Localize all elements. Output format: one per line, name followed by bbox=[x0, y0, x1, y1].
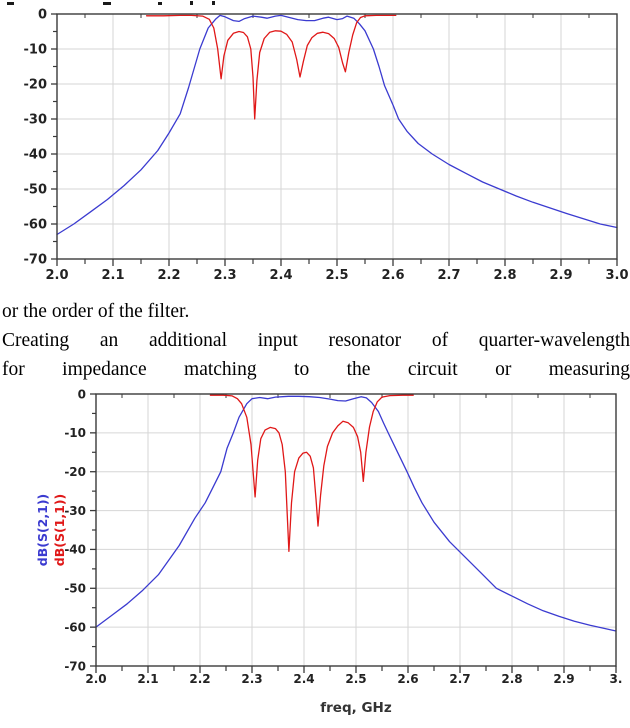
y-tick-label: -50 bbox=[64, 582, 86, 596]
x-tick-label: 2.9 bbox=[549, 268, 572, 283]
x-tick-label: 2.4 bbox=[293, 672, 314, 686]
glyph-fragment bbox=[103, 2, 111, 5]
y-tick-label: -60 bbox=[24, 218, 48, 233]
y-tick-label: 0 bbox=[38, 8, 47, 23]
x-tick-label: 2.5 bbox=[325, 268, 348, 283]
x-tick-label: 2.2 bbox=[189, 672, 210, 686]
y-tick-label: -60 bbox=[64, 620, 86, 634]
plot-border bbox=[56, 13, 618, 260]
x-tick-label: 2.2 bbox=[157, 268, 180, 283]
x-tick-label: 2.7 bbox=[437, 268, 460, 283]
clipped-text-remnant bbox=[0, 0, 630, 8]
x-tick-label: 3. bbox=[610, 672, 623, 686]
y-tick-label: -40 bbox=[64, 543, 86, 557]
y-tick-label: -10 bbox=[24, 43, 48, 58]
y-tick-label: -50 bbox=[24, 183, 48, 198]
x-tick-label: 2.0 bbox=[45, 268, 68, 283]
x-tick-label: 2.8 bbox=[493, 268, 516, 283]
x-tick-label: 2.8 bbox=[501, 672, 522, 686]
glyph-fragment bbox=[212, 1, 215, 5]
y-tick-label: -40 bbox=[24, 148, 48, 163]
y-tick-label: 0 bbox=[78, 387, 86, 401]
y-tick-label: -70 bbox=[24, 253, 48, 268]
x-tick-label: 2.6 bbox=[381, 268, 404, 283]
plot-border bbox=[95, 393, 617, 667]
top-chart: 2.0 2.1 2.2 2.3 2.4 2.5 2.6 2.7 2.8 2.9 3.0 0 -10 -20… bbox=[24, 8, 629, 283]
y-tick-label: -30 bbox=[64, 504, 86, 518]
x-axis-title: freq, GHz bbox=[320, 700, 392, 716]
body-text-line-1: or the order of the filter. bbox=[2, 301, 190, 322]
glyph-fragment bbox=[7, 2, 14, 5]
x-tick-label: 2.6 bbox=[397, 672, 418, 686]
x-tick-label: 2.1 bbox=[101, 268, 124, 283]
body-text: or the order of the filter. Creating an … bbox=[0, 292, 630, 384]
y-tick-label: -10 bbox=[64, 426, 86, 440]
x-tick-label: 2.4 bbox=[269, 268, 292, 283]
x-tick-label: 2.3 bbox=[213, 268, 236, 283]
x-tick-label: 2.7 bbox=[449, 672, 470, 686]
curve-dB(S(1,1)) bbox=[209, 394, 414, 553]
y-tick-label: -20 bbox=[24, 78, 48, 93]
y-tick-label: -30 bbox=[24, 113, 48, 128]
body-text-line-2: Creating an additional input resonator o… bbox=[2, 330, 630, 351]
y-axis-title-dB(S(1,1)): dB(S(1,1)) bbox=[52, 494, 67, 566]
y-tick-label: -20 bbox=[64, 465, 86, 479]
x-tick-label: 3.0 bbox=[605, 268, 628, 283]
glyph-fragment bbox=[158, 2, 162, 5]
x-tick-label: 2.5 bbox=[345, 672, 366, 686]
curve-dB(S(1,1)) bbox=[145, 14, 397, 120]
y-axis-title-dB(S(2,1)): dB(S(2,1)) bbox=[35, 494, 50, 566]
bottom-chart: 2.0 2.1 2.2 2.3 2.4 2.5 2.6 2.7 2.8 2.9 3. 0 -10 -20 -… bbox=[35, 387, 623, 716]
curve-dB(S(2,1)) bbox=[56, 14, 618, 236]
curve-dB(S(2,1)) bbox=[95, 395, 617, 632]
glyph-fragment bbox=[190, 1, 193, 5]
body-text-line-3: for impedance matching to the circuit or… bbox=[2, 359, 630, 380]
x-tick-label: 2.1 bbox=[137, 672, 158, 686]
x-tick-label: 2.3 bbox=[241, 672, 262, 686]
x-tick-label: 2.9 bbox=[553, 672, 574, 686]
x-tick-label: 2.0 bbox=[85, 672, 106, 686]
y-tick-label: -70 bbox=[64, 659, 86, 673]
